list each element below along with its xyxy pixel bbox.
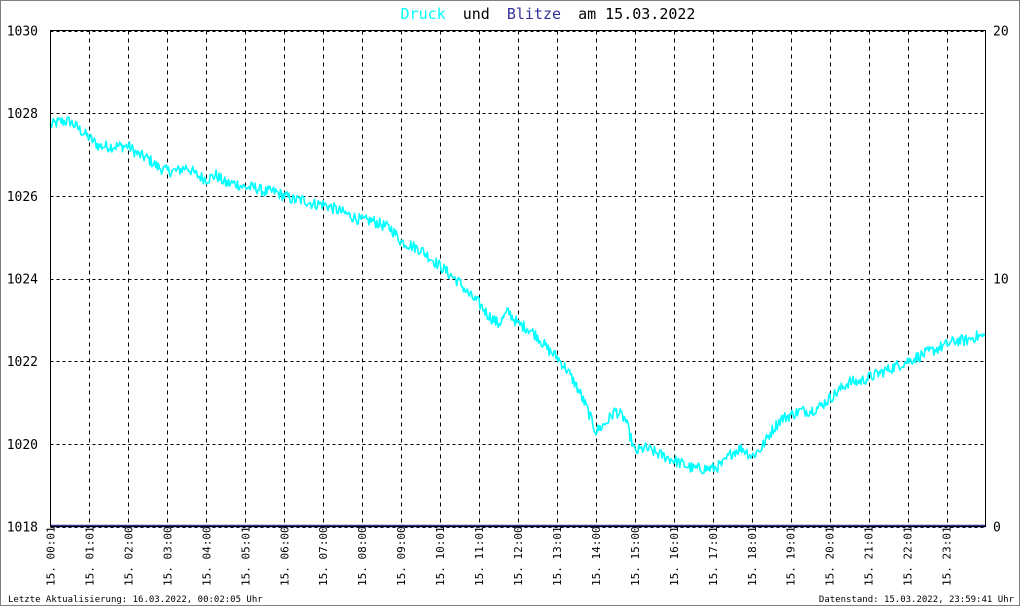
x-tick-label: 15. 04:00	[200, 526, 213, 586]
y-axis-right: 0 10 20	[993, 25, 1009, 536]
x-tick-label: 15. 11:01	[473, 526, 486, 586]
y-left-tick-label: 1030	[7, 25, 38, 40]
y-left-tick-label: 1020	[7, 438, 38, 453]
x-tick-label: 15. 07:00	[317, 526, 330, 586]
chart-title: Druck und Blitze am 15.03.2022	[401, 5, 696, 23]
title-date: am 15.03.2022	[578, 5, 695, 23]
title-und: und	[463, 5, 490, 23]
x-tick-label: 15. 01:01	[83, 526, 96, 586]
x-tick-label: 15. 08:00	[356, 526, 369, 586]
x-tick-label: 15. 22:01	[902, 526, 915, 586]
y-axis-left: 1018 1020 1022 1024 1026 1028 1030	[7, 25, 38, 536]
x-tick-label: 15. 20:01	[824, 526, 837, 586]
title-druck: Druck	[401, 5, 446, 23]
series-line-druck	[49, 116, 987, 475]
x-tick-label: 15. 12:00	[512, 526, 525, 586]
y-right-tick-label: 20	[993, 25, 1009, 40]
x-tick-label: 15. 23:01	[941, 526, 954, 586]
x-tick-label: 15. 06:00	[278, 526, 291, 586]
footer-data-status: Datenstand: 15.03.2022, 23:59:41 Uhr	[819, 595, 1015, 605]
x-tick-label: 15. 18:01	[746, 526, 759, 586]
x-tick-label: 15. 05:01	[239, 526, 252, 586]
x-tick-label: 15. 21:01	[863, 526, 876, 586]
x-tick-label: 15. 00:01	[45, 526, 58, 586]
y-left-tick-label: 1028	[7, 107, 38, 122]
y-left-tick-label: 1026	[7, 190, 38, 205]
y-left-tick-label: 1024	[7, 273, 38, 288]
x-tick-label: 15. 13:01	[551, 526, 564, 586]
title-blitze: Blitze	[507, 5, 561, 23]
x-tick-label: 15. 02:00	[122, 526, 135, 586]
y-left-tick-label: 1018	[7, 521, 38, 536]
y-left-tick-label: 1022	[7, 355, 38, 370]
x-tick-label: 15. 14:00	[590, 526, 603, 586]
x-tick-label: 15. 19:01	[785, 526, 798, 586]
y-right-tick-label: 10	[993, 273, 1009, 288]
plot-area-border	[50, 30, 986, 527]
x-tick-label: 15. 03:00	[161, 526, 174, 586]
grid	[50, 30, 986, 528]
x-tick-label: 15. 09:00	[395, 526, 408, 586]
x-tick-label: 15. 17:01	[707, 526, 720, 586]
x-tick-label: 15. 15:00	[629, 526, 642, 586]
footer-last-update: Letzte Aktualisierung: 16.03.2022, 00:02…	[8, 595, 263, 605]
x-tick-label: 15. 16:01	[668, 526, 681, 586]
x-tick-label: 15. 10:01	[434, 526, 447, 586]
y-right-tick-label: 0	[993, 521, 1001, 536]
x-axis: 15. 00:01 15. 01:01 15. 02:00 15. 03:00 15. …	[45, 526, 954, 586]
